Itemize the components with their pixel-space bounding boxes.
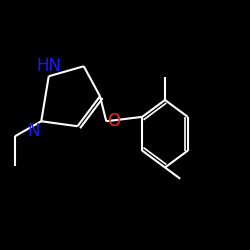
Text: N: N <box>28 122 40 140</box>
Text: HN: HN <box>36 57 61 75</box>
Text: O: O <box>108 112 120 130</box>
